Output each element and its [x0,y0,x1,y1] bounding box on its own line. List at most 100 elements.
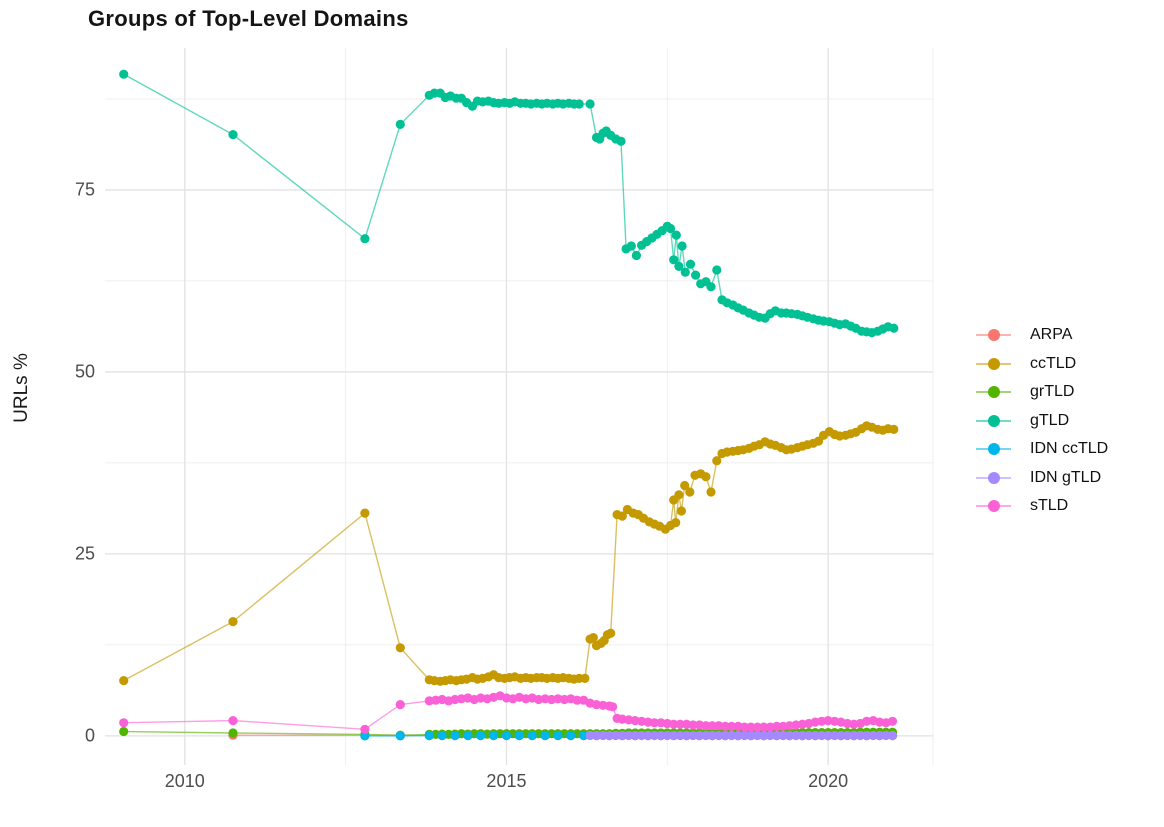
data-point-idn-gtld [591,730,602,741]
data-point-idn-cctld [450,730,460,741]
chart-title: Groups of Top-Level Domains [88,6,409,31]
data-point-cctld [701,472,711,482]
data-point-stld [608,702,618,712]
y-tick-label: 50 [74,361,95,382]
data-point-idn-gtld [823,730,833,741]
legend-key-icon [976,414,1011,428]
data-point-idn-gtld [772,730,782,741]
data-point-gtld [674,261,684,271]
data-point-idn-gtld [720,730,730,741]
data-point-gtld [585,99,595,109]
legend-label: ccTLD [1030,354,1077,372]
data-point-idn-cctld [395,731,405,741]
data-point-idn-gtld [694,730,705,741]
data-point-idn-gtld [804,730,814,741]
data-point-idn-gtld [887,730,898,741]
data-point-idn-gtld [842,730,853,741]
legend-key-icon [976,385,1011,399]
data-point-idn-cctld [566,730,576,741]
data-point-stld [887,716,898,726]
data-point-idn-cctld [360,731,370,741]
data-point-cctld [685,487,695,497]
data-point-stld [688,720,698,730]
legend-key-icon [976,471,1011,485]
data-point-idn-gtld [669,730,679,741]
data-point-idn-gtld [797,730,808,741]
legend-key-icon [976,499,1011,513]
data-point-idn-gtld [784,730,795,741]
data-point-gtld [395,119,405,129]
data-point-grtld [119,726,129,737]
data-point-idn-gtld [727,730,737,741]
data-point-idn-gtld [624,730,634,741]
data-point-stld [360,724,370,734]
data-point-idn-gtld [752,730,763,741]
data-point-gtld [685,259,696,269]
data-point-stld [707,721,717,731]
series-line-gtld [123,73,894,334]
data-point-cctld [671,518,681,528]
series-stld [119,691,898,734]
data-point-gtld [626,241,636,251]
data-point-grtld [228,728,238,738]
data-point-idn-cctld [579,730,589,741]
data-point-gtld [691,270,701,280]
data-point-gtld [671,230,681,240]
x-tick-label: 2010 [164,771,205,791]
data-point-cctld [119,676,129,686]
data-point-cctld [889,424,899,434]
data-point-idn-gtld [733,730,743,741]
data-point-cctld [606,628,616,638]
data-point-idn-gtld [739,730,750,741]
legend-item-stld: sTLD [976,492,1108,521]
legend: ARPA ccTLD grTLD gTLD IDN ccTLD IDN gTLD sTLD [976,321,1108,521]
data-point-idn-cctld [437,730,447,741]
data-point-stld [649,718,660,728]
data-point-idn-gtld [598,730,608,741]
data-point-stld [701,721,711,731]
data-point-cctld [674,490,684,500]
data-point-idn-gtld [585,730,595,741]
data-point-gtld [680,267,690,277]
data-point-gtld [119,69,129,79]
data-point-cctld [680,480,690,491]
data-point-cctld [360,508,370,518]
data-point-idn-gtld [817,730,827,741]
data-point-gtld [669,255,679,265]
data-point-idn-gtld [862,730,872,741]
data-point-cctld [712,456,722,466]
legend-label: IDN ccTLD [1030,440,1109,458]
legend-item-cctld: ccTLD [976,350,1108,379]
data-point-stld [752,722,763,732]
data-point-gtld [706,282,716,292]
data-point-idn-cctld [489,730,499,741]
data-point-idn-gtld [637,730,647,741]
data-point-idn-cctld [514,730,524,741]
data-point-idn-gtld [688,730,698,741]
data-point-idn-gtld [759,730,769,741]
data-point-idn-gtld [617,730,627,741]
data-point-idn-gtld [656,730,666,741]
data-point-idn-gtld [791,730,801,741]
data-point-idn-gtld [778,730,788,741]
data-point-idn-gtld [881,730,891,741]
legend-label: ARPA [1030,326,1073,344]
legend-label: IDN gTLD [1030,468,1102,486]
data-point-idn-gtld [682,730,692,741]
data-point-stld [119,718,129,728]
x-tick-label: 2020 [808,771,849,791]
data-point-gtld [574,99,584,109]
data-point-stld [395,700,405,710]
data-point-idn-gtld [830,730,840,741]
data-point-idn-cctld [424,730,434,741]
data-point-idn-gtld [707,730,717,741]
data-point-stld [669,719,679,729]
data-point-idn-gtld [836,730,846,741]
data-point-stld [720,721,730,732]
data-point-cctld [395,643,405,653]
legend-key-icon [976,442,1011,456]
data-point-idn-cctld [501,730,512,741]
data-point-idn-gtld [630,730,640,741]
y-tick-label: 0 [84,725,95,746]
